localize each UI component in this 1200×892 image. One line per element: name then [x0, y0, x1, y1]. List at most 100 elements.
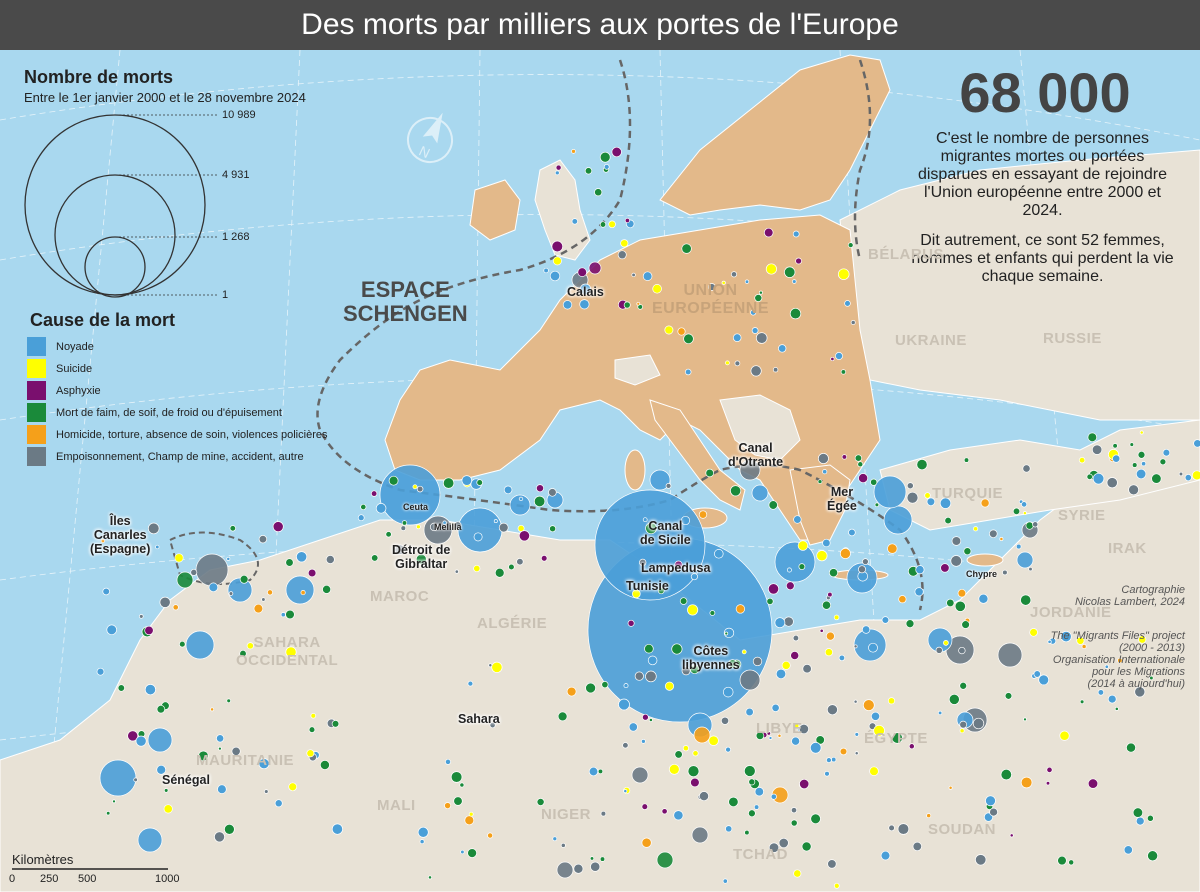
death-dot	[577, 267, 587, 277]
death-dot	[444, 802, 452, 810]
country-label-egypt: ÉGYPTE	[864, 730, 928, 747]
death-dot	[661, 808, 668, 815]
death-dot	[518, 530, 530, 542]
death-dot	[106, 624, 117, 636]
headline-text-weekly: Dit autrement, ce sont 52 femmes, hommes…	[911, 232, 1174, 285]
cause-legend-item: Empoisonnement, Champ de mine, accident,…	[27, 447, 304, 466]
death-dot	[915, 565, 925, 575]
death-bubble	[137, 827, 163, 853]
place-label-line: Mer	[830, 485, 854, 499]
death-dot	[751, 327, 759, 334]
death-dot	[174, 553, 184, 563]
death-dot	[827, 591, 833, 598]
death-dot	[750, 365, 762, 377]
cause-label: Empoisonnement, Champ de mine, accident,…	[56, 450, 304, 463]
death-dot	[692, 567, 697, 572]
death-bubble	[656, 851, 674, 869]
death-dot	[664, 325, 674, 335]
death-dot	[536, 798, 545, 806]
death-bubble	[99, 759, 137, 797]
death-dot	[801, 841, 812, 852]
death-dot	[599, 856, 606, 862]
death-dot	[827, 859, 837, 869]
death-dot	[824, 771, 830, 777]
death-dot	[594, 188, 603, 197]
death-dot	[1135, 468, 1147, 480]
death-dot	[870, 478, 878, 486]
death-dot	[898, 595, 907, 604]
credits-line: (2000 - 2013)	[1118, 642, 1185, 654]
death-dot	[679, 597, 688, 605]
italy-land	[649, 399, 746, 511]
place-label-line: Égée	[827, 499, 857, 513]
eu-label-line: UNION	[683, 282, 738, 299]
death-dot	[682, 745, 689, 752]
death-dot	[680, 515, 691, 526]
cause-legend-item: Mort de faim, de soif, de froid ou d'épu…	[27, 403, 282, 422]
death-dot	[208, 582, 219, 593]
death-dot	[516, 558, 524, 566]
death-dot	[1141, 461, 1147, 467]
death-dot	[549, 270, 561, 282]
death-dot	[555, 164, 562, 171]
death-dot	[308, 726, 316, 733]
death-dot	[835, 352, 843, 360]
death-dot	[677, 327, 686, 336]
death-dot	[1117, 657, 1123, 664]
death-dot	[491, 661, 503, 673]
death-dot	[371, 554, 379, 562]
death-dot	[1097, 689, 1105, 696]
death-dot	[639, 558, 647, 567]
death-dot	[741, 649, 747, 655]
canaries-border	[168, 531, 259, 585]
death-dot	[750, 309, 757, 316]
country-label-western-sahara: SAHARA OCCIDENTAL	[236, 634, 338, 670]
death-dot	[611, 146, 622, 158]
death-dot	[588, 766, 599, 777]
death-dot	[543, 267, 549, 274]
scandinavia-land	[659, 54, 891, 216]
death-bubble	[176, 571, 194, 589]
death-dot	[905, 619, 915, 629]
credits-line: (2014 à aujourd'hui)	[1087, 678, 1185, 690]
cause-legend-title: Cause de la mort	[30, 310, 176, 330]
death-dot	[413, 503, 418, 509]
death-dot	[554, 170, 560, 176]
death-dot	[948, 785, 953, 790]
cause-swatch	[27, 337, 46, 356]
death-dot	[464, 815, 475, 826]
death-dot	[552, 256, 562, 266]
death-dot	[798, 723, 809, 735]
death-bubble	[631, 766, 649, 784]
place-label-line: d'Otrante	[728, 455, 784, 469]
place-label-gibraltar: Détroit de Gibraltar	[392, 543, 450, 571]
death-dot	[665, 483, 672, 489]
death-dot	[725, 360, 730, 366]
death-dot	[415, 553, 427, 565]
death-dot	[331, 823, 343, 835]
death-bubble	[739, 459, 761, 481]
death-dot	[1012, 507, 1021, 515]
death-dot	[1029, 628, 1038, 637]
death-dot	[744, 829, 750, 836]
death-dot	[959, 728, 965, 734]
death-dot	[847, 242, 854, 248]
death-dot	[671, 643, 683, 655]
scale-tick: 500	[78, 873, 97, 885]
death-dot	[394, 544, 405, 555]
death-dot	[139, 614, 144, 619]
death-dot	[797, 540, 809, 551]
death-dot	[599, 221, 607, 228]
death-dot	[692, 750, 699, 757]
death-dot	[127, 730, 139, 742]
death-dot	[963, 457, 970, 463]
death-dot	[641, 739, 646, 744]
death-dot	[494, 567, 505, 578]
death-dot	[793, 515, 802, 524]
death-dot	[473, 564, 481, 573]
death-dot	[1137, 450, 1146, 459]
death-dot	[589, 856, 595, 861]
death-dot	[790, 651, 800, 660]
death-dot	[218, 746, 222, 751]
death-dot	[767, 583, 780, 595]
